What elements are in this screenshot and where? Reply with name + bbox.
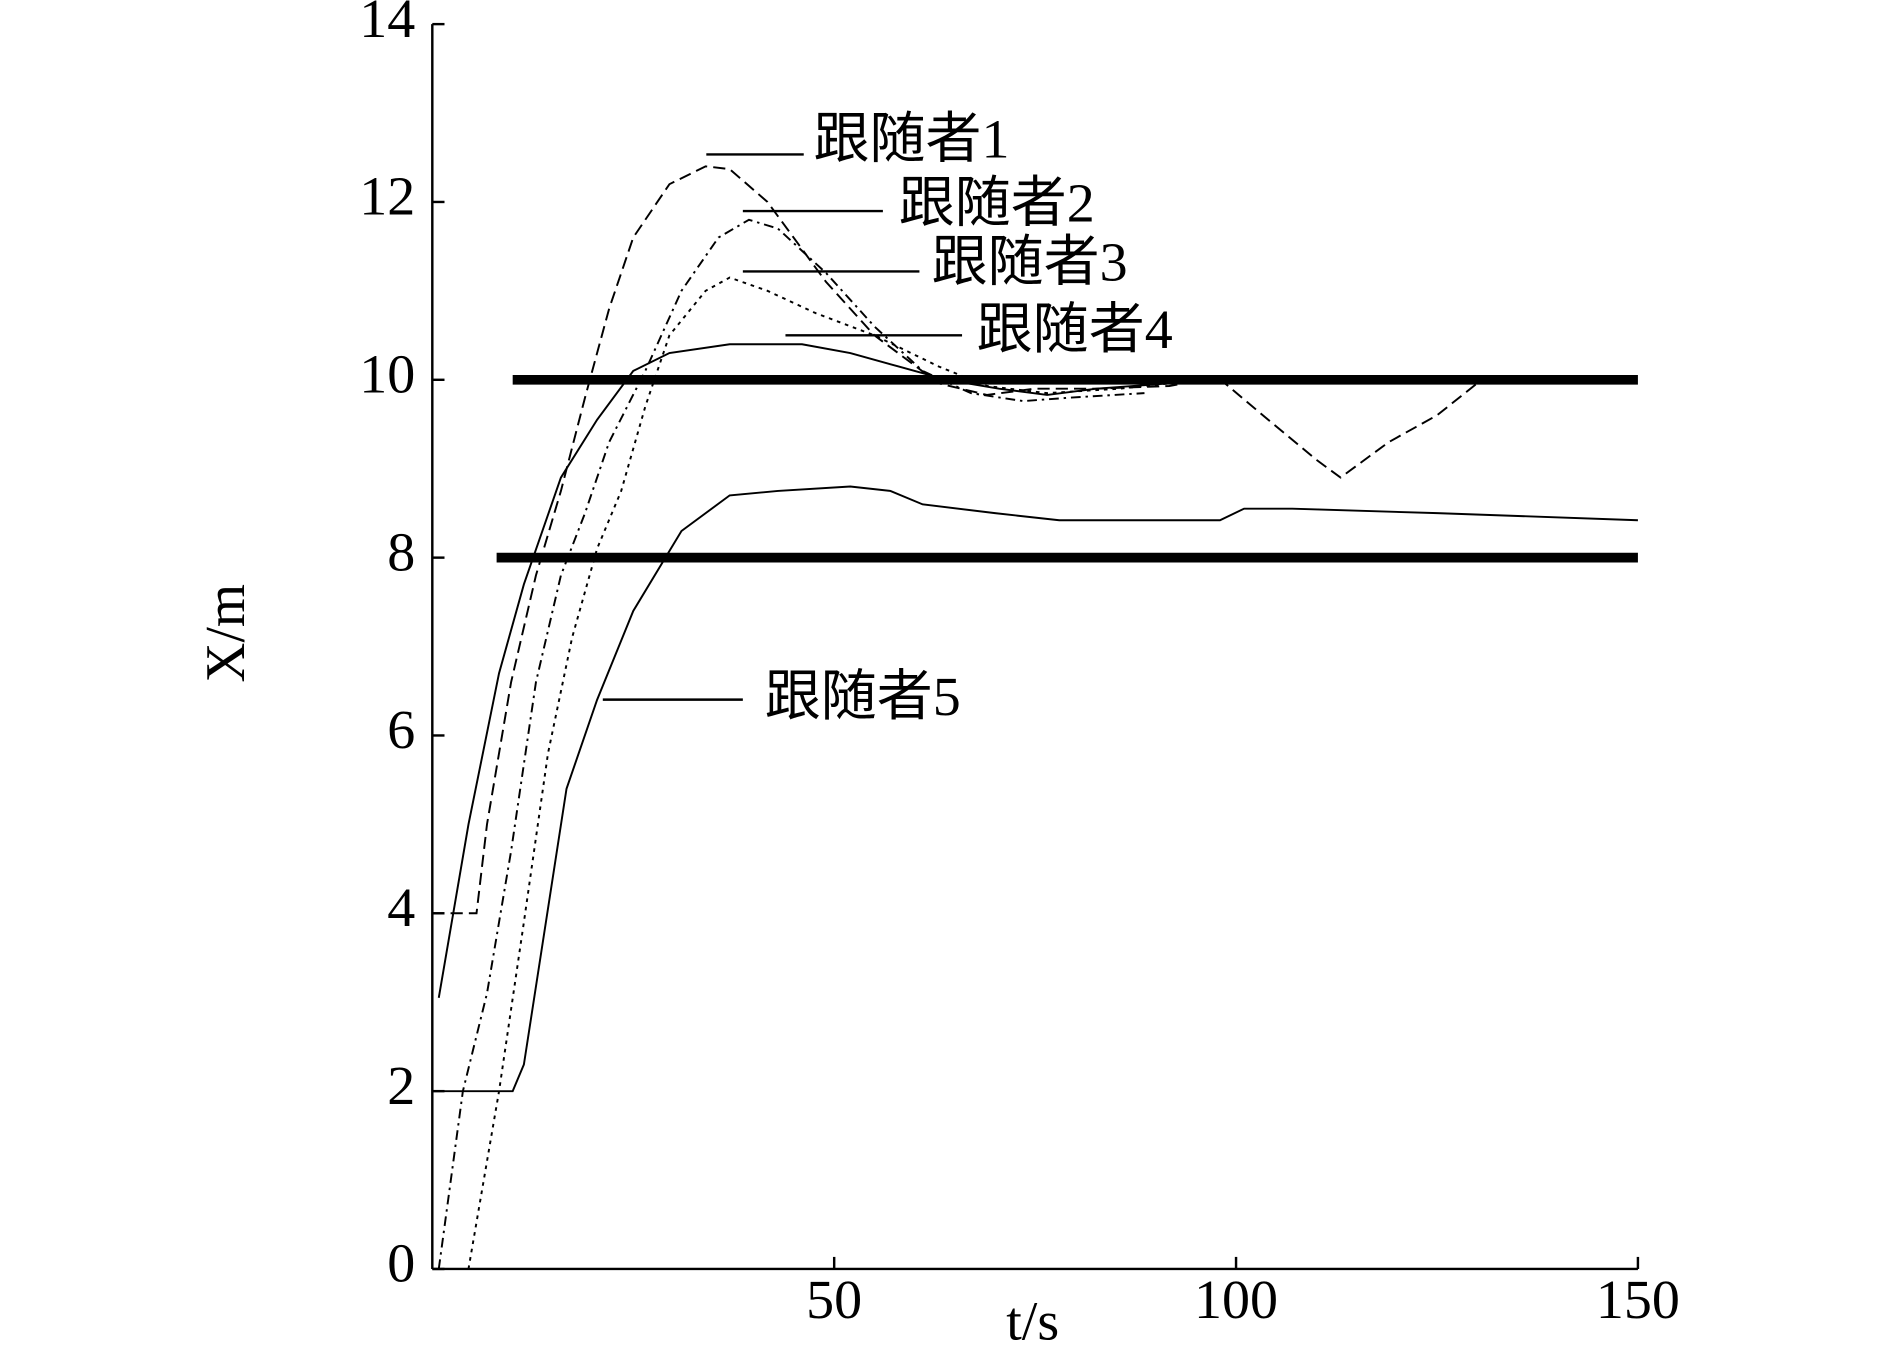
y-tick-label: 4 (387, 877, 415, 939)
y-tick-label: 8 (387, 522, 415, 584)
series-label: 跟随者1 (813, 109, 1009, 171)
x-tick-label: 150 (1596, 1269, 1680, 1331)
y-tick-label: 2 (387, 1055, 415, 1117)
y-tick-label: 6 (387, 699, 415, 761)
x-axis-label: t/s (1006, 1291, 1059, 1351)
y-tick-label: 14 (359, 0, 415, 50)
series-line (432, 485, 1638, 1093)
series-label: 跟随者3 (932, 232, 1128, 294)
series-line (437, 218, 1145, 1270)
series-line (437, 343, 1170, 998)
series-label: 跟随者2 (899, 173, 1095, 235)
x-tick-label: 100 (1194, 1269, 1278, 1331)
y-tick-label: 0 (387, 1233, 415, 1295)
series-line (467, 276, 1170, 1270)
y-axis-label: X/m (195, 584, 257, 683)
series-label: 跟随者4 (977, 299, 1173, 361)
y-tick-label: 10 (359, 344, 415, 406)
y-tick-label: 12 (359, 166, 415, 228)
x-tick-label: 50 (806, 1269, 862, 1331)
series-label: 跟随者5 (765, 666, 961, 728)
series-line (432, 165, 1478, 915)
